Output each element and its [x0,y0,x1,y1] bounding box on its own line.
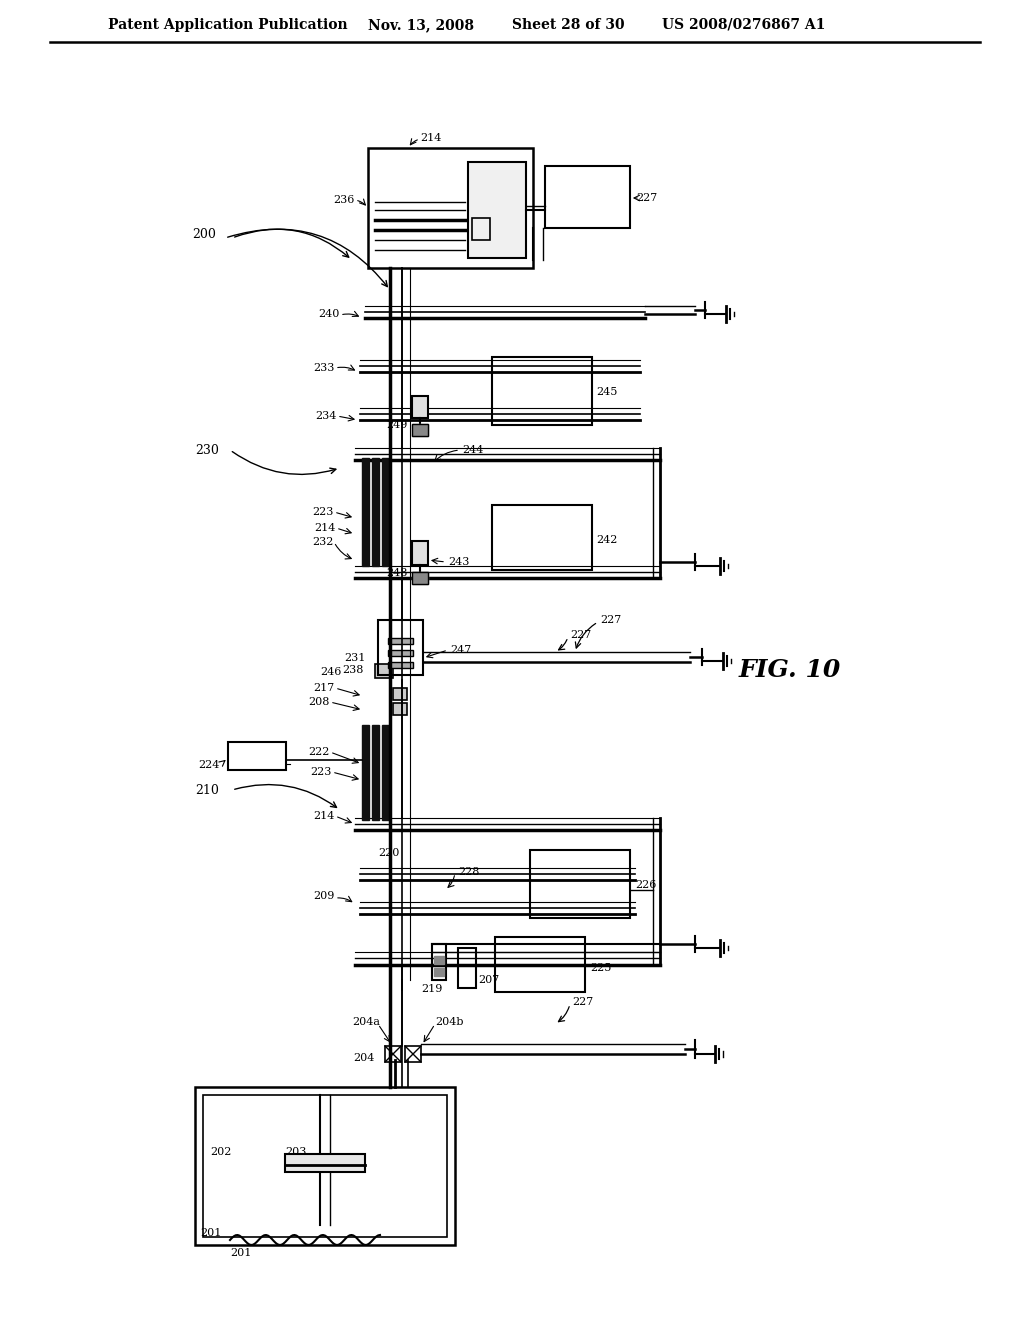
Bar [458,948,476,987]
Bar [388,649,413,656]
Text: 243: 243 [449,557,469,568]
Bar [362,458,369,566]
Text: 242: 242 [596,535,617,545]
Bar [492,506,592,570]
Text: 201: 201 [200,1228,221,1238]
Text: 226: 226 [635,880,656,890]
Text: 231: 231 [345,653,366,663]
Text: 227: 227 [600,615,622,624]
Bar [545,166,630,228]
Bar [432,944,446,979]
Bar [378,620,423,675]
Bar [412,572,428,583]
Text: Sheet 28 of 30: Sheet 28 of 30 [512,18,625,32]
Bar [372,458,379,566]
Text: 232: 232 [312,537,334,546]
Text: 248: 248 [387,568,408,578]
Bar [434,956,444,964]
Text: 214: 214 [420,133,441,143]
Bar [382,458,389,566]
Bar [468,162,526,257]
Bar [375,664,393,678]
Bar [385,1045,401,1063]
Text: US 2008/0276867 A1: US 2008/0276867 A1 [662,18,825,32]
Bar [412,572,428,583]
Bar [393,704,407,715]
Bar [406,1045,421,1063]
Bar [228,742,286,770]
Text: 240: 240 [318,309,340,319]
Text: 210: 210 [195,784,219,796]
Bar [412,541,428,565]
Text: 207: 207 [478,975,500,985]
Text: 208: 208 [308,697,330,708]
Bar [203,1096,447,1237]
Bar [412,424,428,436]
Bar [495,937,585,993]
Text: 227: 227 [570,630,591,640]
Text: 246: 246 [321,667,342,677]
Text: 222: 222 [308,747,330,756]
Bar [434,968,444,975]
Text: 201: 201 [230,1247,251,1258]
Text: 249: 249 [387,420,408,430]
Text: 225: 225 [590,964,611,973]
Text: 227: 227 [636,193,657,203]
Text: 223: 223 [312,507,334,517]
Bar [472,218,490,240]
Bar [362,725,369,820]
Text: 230: 230 [195,444,219,457]
Text: 234: 234 [315,411,337,421]
Text: 238: 238 [343,665,364,675]
Text: 223: 223 [310,767,332,777]
Text: 245: 245 [596,387,617,397]
Text: 236: 236 [334,195,355,205]
Text: 204: 204 [353,1053,375,1063]
Bar [412,396,428,418]
Text: 220: 220 [378,847,399,858]
Bar [382,725,389,820]
Text: 200: 200 [193,228,216,242]
Bar [530,850,630,917]
Text: 219: 219 [421,983,442,994]
Text: 209: 209 [313,891,335,902]
Text: 227: 227 [572,997,593,1007]
Text: 204a: 204a [352,1016,380,1027]
Bar [388,663,413,668]
Text: 244: 244 [462,445,483,455]
Bar [492,356,592,425]
Text: 202: 202 [210,1147,231,1158]
Text: 228: 228 [458,867,479,876]
Text: 203: 203 [285,1147,306,1158]
Text: 247: 247 [450,645,471,655]
Text: 214: 214 [314,523,336,533]
Text: 204b: 204b [435,1016,464,1027]
Bar [372,725,379,820]
Text: 217: 217 [313,682,335,693]
Text: FIG. 10: FIG. 10 [739,657,841,682]
Text: Nov. 13, 2008: Nov. 13, 2008 [368,18,474,32]
Bar [285,1154,365,1172]
Bar [393,688,407,700]
Text: 214: 214 [313,810,335,821]
Bar [388,638,413,644]
Bar [368,148,534,268]
Bar [195,1086,455,1245]
Text: 233: 233 [313,363,335,374]
Text: 224: 224 [199,760,220,770]
Text: Patent Application Publication: Patent Application Publication [108,18,347,32]
Bar [412,424,428,436]
